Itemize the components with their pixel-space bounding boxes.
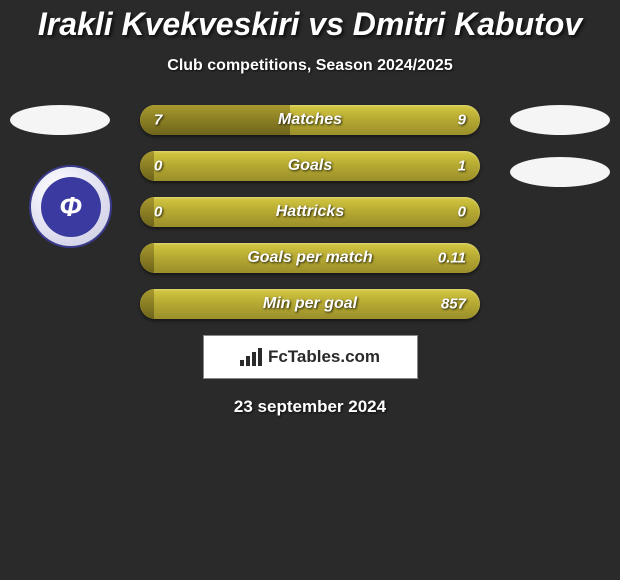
brand-text: FcTables.com — [268, 347, 380, 367]
stat-bar-fill — [140, 105, 290, 135]
club-badge: Ф — [29, 165, 112, 248]
stat-right-value: 0.11 — [438, 250, 466, 267]
stat-right-value: 1 — [458, 158, 466, 175]
stat-bar-fill — [140, 289, 154, 319]
comparison-bars: 7Matches90Goals10Hattricks0Goals per mat… — [140, 105, 480, 319]
stat-bar: 0Hattricks0 — [140, 197, 480, 227]
stat-right-value: 0 — [458, 204, 466, 221]
date-text: 23 september 2024 — [0, 397, 620, 417]
stat-left-value: 0 — [154, 204, 162, 221]
player1-team-logo — [10, 105, 110, 135]
player2-team-logo-1 — [510, 105, 610, 135]
player2-team-logo-2 — [510, 157, 610, 187]
stat-bar: 0Goals1 — [140, 151, 480, 181]
club-badge-inner: Ф — [41, 177, 101, 237]
bar-chart-icon — [240, 348, 262, 366]
comparison-panel: Ф 7Matches90Goals10Hattricks0Goals per m… — [0, 105, 620, 417]
stat-bar-fill — [140, 197, 154, 227]
stat-label: Goals — [140, 157, 480, 175]
stat-bar: Goals per match0.11 — [140, 243, 480, 273]
stat-right-value: 857 — [441, 296, 466, 313]
stat-label: Goals per match — [140, 249, 480, 267]
stat-bar: 7Matches9 — [140, 105, 480, 135]
stat-bar-fill — [140, 243, 154, 273]
stat-right-value: 9 — [458, 112, 466, 129]
stat-left-value: 0 — [154, 158, 162, 175]
stat-label: Min per goal — [140, 295, 480, 313]
subtitle: Club competitions, Season 2024/2025 — [0, 57, 620, 75]
brand-logo: FcTables.com — [203, 335, 418, 379]
stat-label: Hattricks — [140, 203, 480, 221]
club-badge-letter: Ф — [60, 191, 82, 223]
stat-bar: Min per goal857 — [140, 289, 480, 319]
page-title: Irakli Kvekveskiri vs Dmitri Kabutov — [0, 0, 620, 43]
stat-bar-fill — [140, 151, 154, 181]
